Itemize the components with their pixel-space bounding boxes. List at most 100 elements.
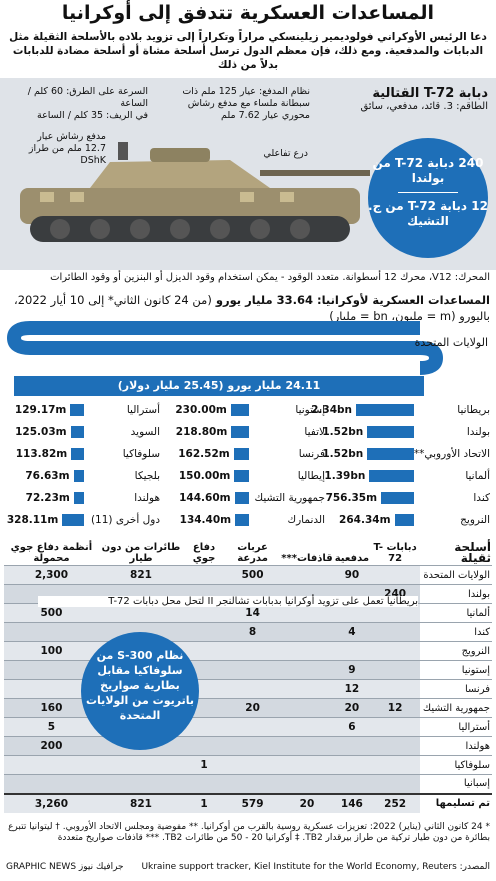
footnotes: * 24 كانون الثاني (يناير) 2022: تعزيزات … (8, 822, 490, 843)
table-cell: 500 (4, 603, 99, 623)
table-row-name: ألمانيا (420, 603, 492, 623)
country-value: 1.52bn (322, 426, 364, 438)
country-bar-row: هولندا 72.23m (0, 489, 160, 507)
country-label: كندا (473, 492, 490, 504)
country-label: إستونيا (295, 404, 325, 416)
table-cell (370, 603, 421, 623)
table-cell (224, 717, 281, 737)
table-cell (224, 736, 281, 756)
table-cell (98, 774, 184, 794)
table-cell: 12 (333, 679, 371, 699)
country-value: 756.35m (325, 492, 378, 504)
country-value: 1.39bn (324, 470, 366, 482)
table-cell: 20 (280, 792, 334, 813)
table-row: 100 النرويج (4, 641, 492, 661)
us-value: 24.11 مليار يورو (25.45 مليار دولار) (14, 376, 424, 396)
country-label: إيطاليا (297, 470, 325, 482)
table-row: 9 إستونيا (4, 660, 492, 680)
table-cell (280, 622, 334, 642)
country-label: النرويج (460, 514, 490, 526)
country-bar-row: بولندا 1.52bn (322, 423, 490, 441)
country-bar-row: إستونيا 230.00m (165, 401, 325, 419)
table-cell (183, 736, 225, 756)
country-bar-row: كندا 756.35m (326, 489, 490, 507)
table-cell (183, 565, 225, 585)
country-value: 162.52m (178, 448, 230, 460)
table-row: 3,260 821 1 579 20 146 252 تم تسليمها (4, 792, 492, 813)
us-label: الولايات المتحدة (414, 336, 488, 349)
table-column-header: عربات مدرعة (237, 542, 268, 564)
table-cell (280, 641, 334, 661)
table-cell (4, 679, 99, 699)
country-bar (70, 404, 84, 416)
tank-badge: 240 دبابة T-72 من بولندا 12 دبابة T-72 م… (368, 138, 488, 258)
table-cell: 4 (333, 622, 371, 642)
table-cell: 579 (224, 792, 281, 813)
country-label: السويد (130, 426, 160, 438)
heavy-weapons-table: أنظمة دفاع جوي محمولة طائرات من دون طيار د… (4, 541, 492, 813)
s300-badge: نظام S-300 من سلوفاكيا مقابل بطارية صوار… (81, 632, 199, 750)
country-label: بلجيكا (134, 470, 160, 482)
table-cell (333, 736, 371, 756)
tank-gun: نظام المدفع: عيار 125 ملم ذات سبطانة ملس… (182, 86, 310, 121)
country-label: الدنمارك (287, 514, 325, 526)
table-row-name: النرويج (420, 641, 492, 661)
table-cell: 500 (224, 565, 281, 585)
table-cell (333, 603, 371, 623)
country-bar-row: الدنمارك 134.40m (165, 511, 325, 529)
table-cell (98, 755, 184, 775)
country-value: 125.03m (15, 426, 67, 438)
country-bar-row: الاتحاد الأوروبي** 1.52bn (322, 445, 490, 463)
source: المصدر: Ukraine support tracker, Kiel In… (141, 862, 490, 872)
table-cell (370, 736, 421, 756)
country-bar (73, 470, 84, 482)
table-cell (4, 755, 99, 775)
table-cell: 90 (333, 565, 371, 585)
table-row-name: كندا (420, 622, 492, 642)
table-row-name: فرنسا (420, 679, 492, 699)
country-bar (235, 514, 249, 526)
aid-title: المساعدات العسكرية لأوكرانيا: 33.64 مليا… (14, 293, 490, 323)
table-cell: 6 (333, 717, 371, 737)
country-bar-row: إيطاليا 150.00m (165, 467, 325, 485)
tank-armor: درع تفاعلي (263, 148, 308, 159)
table-cell (183, 622, 225, 642)
table-column-header: مدفعية (334, 553, 370, 564)
country-bar (367, 426, 414, 438)
tank-illustration (20, 142, 370, 242)
country-bar-row: ألمانيا 1.39bn (324, 467, 490, 485)
tank-crew: الطاقم: 3. قائد، مدفعي، سائق (360, 101, 488, 112)
table-cell (280, 565, 334, 585)
country-value: 218.80m (175, 426, 228, 438)
table-cell (370, 622, 421, 642)
table-cell: 160 (4, 698, 99, 718)
table-cell (183, 641, 225, 661)
table-cell (183, 774, 225, 794)
table-row-name: جمهورية التشيك (420, 698, 492, 718)
country-label: سلوفاكيا (122, 448, 160, 460)
table-column-header: دفاع جوي (192, 542, 216, 564)
table-cell (280, 717, 334, 737)
table-cell: 1 (183, 792, 225, 813)
table-cell (4, 622, 99, 642)
table-cell (280, 679, 334, 699)
table-row: 500 14 ألمانيا (4, 603, 492, 623)
country-bar (233, 448, 249, 460)
table-cell: 200 (4, 736, 99, 756)
table-row: 160 20 20 12 جمهورية التشيك (4, 698, 492, 718)
table-cell: 5 (4, 717, 99, 737)
country-value: 2.34bn (311, 404, 352, 416)
table-cell: 821 (98, 792, 184, 813)
country-label: دول أخرى (11) (90, 514, 160, 526)
table-row: 1 سلوفاكيا (4, 755, 492, 775)
table-row: 2,300 821 500 90 الولايات المتحدة (4, 565, 492, 585)
country-label: ألمانيا (465, 470, 490, 482)
table-column-header: طائرات من دون طيار (101, 542, 181, 564)
country-bar (394, 514, 414, 526)
table-row-name: الولايات المتحدة (420, 565, 492, 585)
country-value: 230.00m (175, 404, 227, 416)
table-cell (224, 641, 281, 661)
table-cell (280, 755, 334, 775)
country-label: الاتحاد الأوروبي** (413, 448, 490, 460)
table-cell (4, 774, 99, 794)
